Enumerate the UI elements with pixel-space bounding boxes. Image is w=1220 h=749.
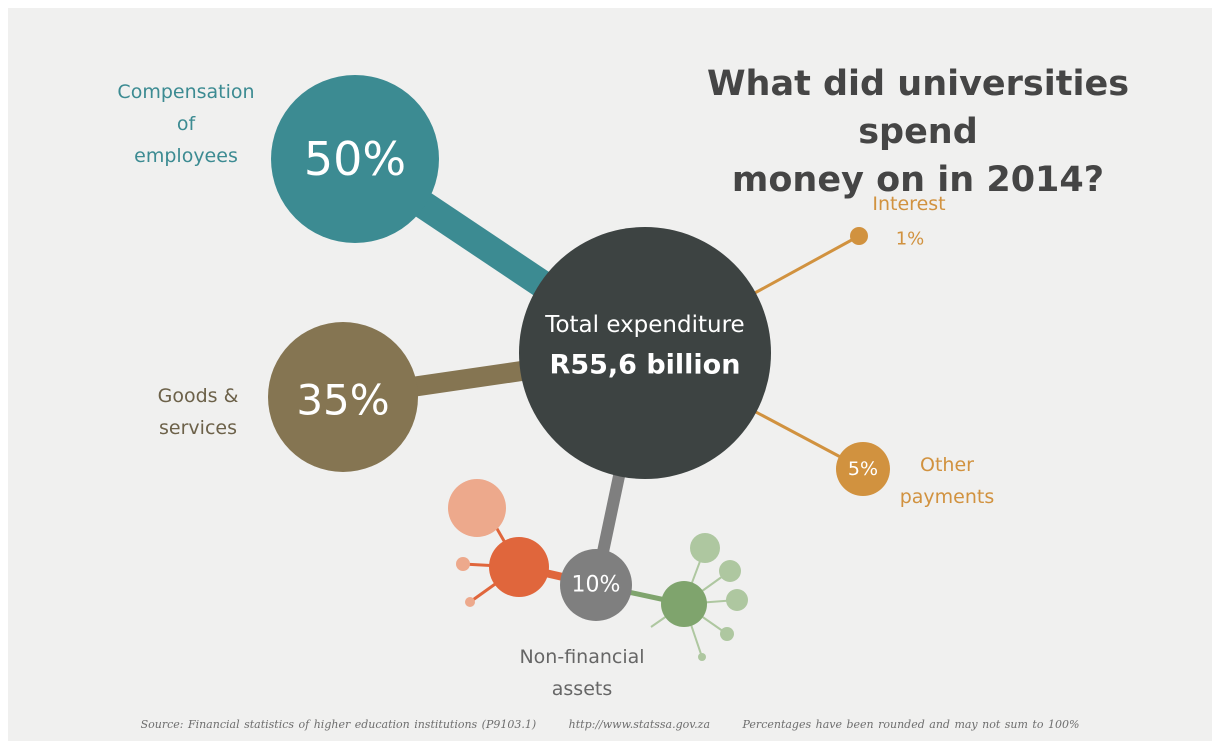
- source-citation: Source: Financial statistics of higher e…: [141, 718, 537, 731]
- value-non-financial: 10%: [572, 573, 621, 598]
- rounding-note: Percentages have been rounded and may no…: [743, 718, 1080, 731]
- label-other-payments: Other payments: [882, 449, 1012, 513]
- total-label: Total expenditure: [544, 312, 744, 338]
- label-interest: Interest: [854, 188, 964, 220]
- value-other-payments: 5%: [848, 458, 878, 480]
- dot-interest: [850, 227, 868, 245]
- value-interest: 1%: [896, 229, 925, 250]
- label-goods-services: Goods & services: [138, 380, 258, 444]
- decor-orange-bubble: [489, 537, 549, 597]
- value-compensation: 50%: [304, 132, 406, 186]
- decor-green-dot-5: [698, 653, 706, 661]
- decor-orange-dot-1: [456, 557, 470, 571]
- decor-green-dot-1: [690, 533, 720, 563]
- source-url[interactable]: http://www.statssa.gov.za: [569, 718, 710, 731]
- infographic-frame: 50% 35% 1% 5% 10% Total expenditure R55,6 bill…: [8, 8, 1212, 741]
- chart-title: What did universities spend money on in …: [648, 60, 1188, 204]
- decor-orange-bubble-light: [448, 479, 506, 537]
- label-non-financial-assets: Non-financial assets: [502, 641, 662, 705]
- decor-green-dot-4: [720, 627, 734, 641]
- label-compensation: Compensation of employees: [96, 76, 276, 172]
- source-footer: Source: Financial statistics of higher e…: [0, 718, 1220, 731]
- decor-green-bubble: [661, 581, 707, 627]
- decor-green-dot-3: [726, 589, 748, 611]
- value-goods-services: 35%: [296, 376, 389, 425]
- total-value: R55,6 billion: [550, 350, 741, 381]
- decor-orange-dot-2: [465, 597, 475, 607]
- decor-green-dot-2: [719, 560, 741, 582]
